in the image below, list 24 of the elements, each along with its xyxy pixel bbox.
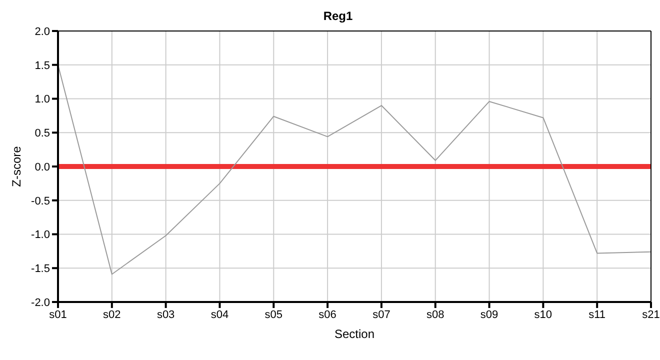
- x-tick-label: s04: [210, 308, 229, 321]
- y-axis-title: Z-score: [9, 146, 24, 187]
- y-tick-label: -1.5: [31, 263, 50, 276]
- x-tick-label: s06: [318, 308, 336, 321]
- y-tick-label: 0.0: [34, 161, 50, 174]
- y-tick-label: 1.5: [34, 60, 50, 72]
- x-tick-label: s07: [372, 308, 390, 321]
- y-tick-label: 1.0: [34, 94, 50, 106]
- y-tick-label: 0.5: [34, 128, 50, 140]
- y-tick-label: -1.0: [31, 229, 50, 242]
- x-tick-label: s02: [103, 308, 121, 321]
- x-tick-label: s10: [534, 308, 552, 321]
- x-tick-label: s03: [156, 308, 175, 321]
- y-tick-label: -0.5: [31, 195, 50, 208]
- y-tick-label: 2.0: [34, 26, 50, 38]
- x-tick-label: s21: [642, 308, 660, 321]
- x-tick-label: s11: [588, 308, 606, 321]
- x-tick-label: s05: [264, 308, 283, 321]
- x-tick-label: s09: [480, 308, 498, 321]
- x-axis-title: Section: [334, 327, 375, 341]
- x-tick-label: s08: [426, 308, 444, 321]
- y-tick-label: -2.0: [31, 296, 50, 309]
- x-tick-label: s01: [49, 308, 67, 321]
- chart-title: Reg1: [322, 8, 354, 25]
